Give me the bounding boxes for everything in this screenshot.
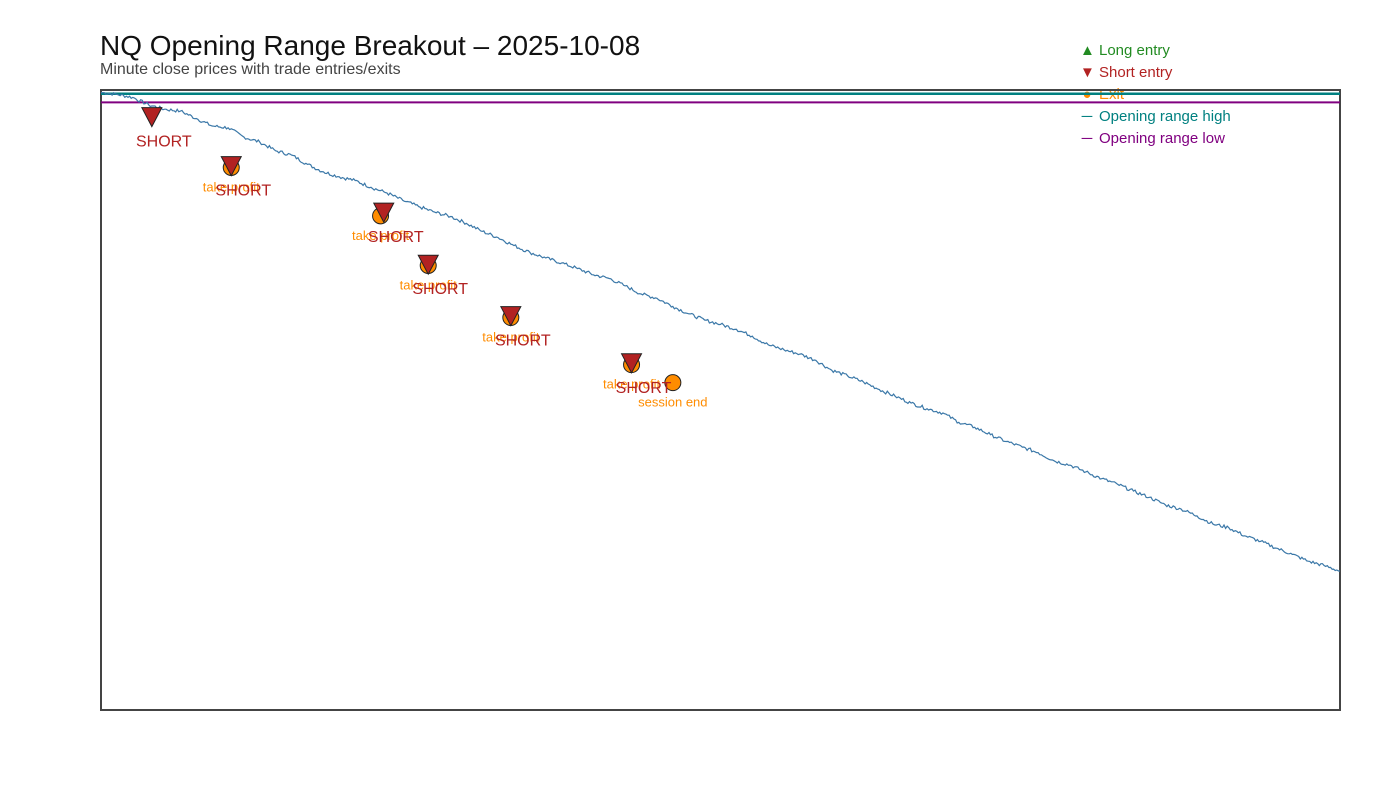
triangle-down-icon: ▼ <box>1080 64 1095 81</box>
entry-marker <box>220 156 243 177</box>
exit-label: take profit <box>482 330 539 345</box>
legend-label: Opening range high <box>1099 108 1231 125</box>
entry-label: SHORT <box>495 333 551 350</box>
entry-marker <box>141 107 163 128</box>
legend-label: Opening range low <box>1099 130 1225 147</box>
plot-frame <box>100 89 1341 711</box>
entry-label: SHORT <box>616 380 672 397</box>
entry-label: SHORT <box>368 229 424 246</box>
chart-subtitle: Minute close prices with trade entries/e… <box>100 61 401 78</box>
entry-label: SHORT <box>215 183 271 200</box>
plot-area: take profit take profit take profit take pr… <box>100 89 1341 711</box>
legend-label: Long entry <box>1099 42 1170 59</box>
legend-label: Short entry <box>1099 64 1173 81</box>
entry-marker <box>499 306 522 327</box>
legend-short-entry: ▼ Short entry <box>1080 62 1231 84</box>
legend-or-high: ─ Opening range high <box>1080 106 1231 128</box>
line-icon: ─ <box>1081 130 1093 147</box>
exit-label: session end <box>638 395 707 410</box>
exit-marker <box>664 374 682 392</box>
legend-long-entry: ▲ Long entry <box>1080 40 1231 62</box>
entry-label: SHORT <box>412 281 468 298</box>
triangle-up-icon: ▲ <box>1080 42 1095 59</box>
entry-marker <box>620 353 643 374</box>
legend-or-low: ─ Opening range low <box>1080 128 1231 150</box>
chart-title: NQ Opening Range Breakout – 2025-10-08 <box>100 30 641 61</box>
entry-label: SHORT <box>136 134 192 151</box>
price-line <box>100 91 1341 572</box>
exit-label: take profit <box>203 180 260 195</box>
entry-marker <box>372 202 395 224</box>
exit-label: take profit <box>352 228 409 243</box>
exit-label: take profit <box>603 377 660 392</box>
exit-label: take profit <box>400 277 457 292</box>
line-icon: ─ <box>1081 108 1093 125</box>
entry-marker <box>417 254 440 276</box>
